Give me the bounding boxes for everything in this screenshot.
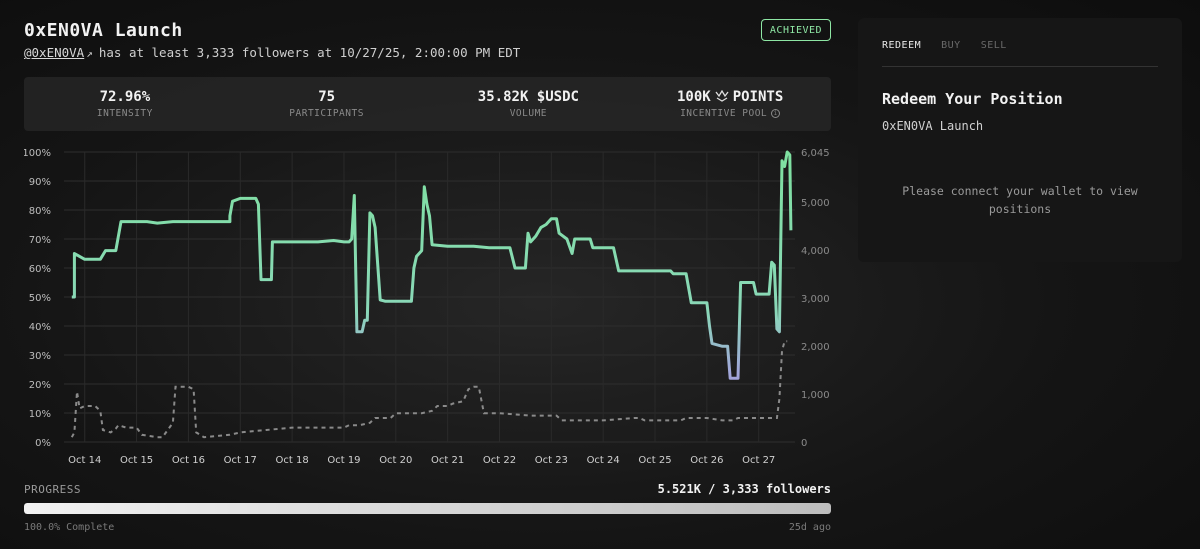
info-icon[interactable]: i [771,109,781,118]
stat-value-number: 100K [676,89,711,105]
stat-value: 35.82K $USDC [477,89,579,105]
y-tick-label-left: 50% [29,293,51,304]
status-badge: ACHIEVED [761,19,831,41]
points-icon [715,89,729,105]
x-tick-label: Oct 26 [690,455,723,466]
x-tick-label: Oct 25 [638,455,671,466]
x-tick-label: Oct 22 [483,455,516,466]
y-tick-label-left: 80% [29,206,51,217]
progress-count: 5.521K / 3,333 followers [657,482,831,496]
y-tick-label-left: 90% [29,177,51,188]
x-tick-label: Oct 15 [120,455,153,466]
stat-intensity: 72.96% INTENSITY [24,77,226,131]
condition-text: has at least 3,333 followers at 10/27/25… [98,45,521,60]
stats-bar: 72.96% INTENSITY 75 PARTICIPANTS 35.82K … [24,77,831,131]
x-tick-label: Oct 21 [431,455,464,466]
progress-label: PROGRESS [24,483,81,496]
y-tick-label-left: 70% [29,235,51,246]
series-line-dashed [70,340,788,439]
tab-buy[interactable]: BUY [941,40,961,51]
y-tick-label-right: 6,045 [801,148,830,159]
x-tick-label: Oct 27 [742,455,775,466]
x-tick-label: Oct 16 [172,455,205,466]
tab-redeem[interactable]: REDEEM [882,40,922,51]
x-tick-label: Oct 20 [379,455,412,466]
stat-participants: 75 PARTICIPANTS [226,77,428,131]
panel-subtitle: 0xEN0VA Launch [882,119,984,133]
y-tick-label-left: 60% [29,264,51,275]
panel-title: Redeem Your Position [882,90,1063,108]
progress-bar [24,503,831,514]
x-tick-label: Oct 19 [327,455,360,466]
progress-ago: 25d ago [788,522,831,533]
stat-value: 100K POINTS [677,89,783,105]
x-tick-label: Oct 23 [535,455,568,466]
stat-label: PARTICIPANTS [289,108,364,119]
x-tick-label: Oct 18 [276,455,309,466]
x-tick-label: Oct 24 [587,455,620,466]
y-tick-label-left: 30% [29,351,51,362]
tab-sell[interactable]: SELL [980,40,1007,51]
panel-tabs: REDEEM BUY SELL [882,40,1007,51]
stat-value: 72.96% [99,89,151,105]
y-tick-label-left: 20% [29,380,51,391]
y-tick-label-right: 2,000 [801,342,830,353]
progress-complete: 100.0% Complete [24,522,115,533]
x-tick-label: Oct 14 [68,455,101,466]
stat-label-text: INCENTIVE POOL [680,108,768,119]
chart[interactable]: 0% 10% 20% 30% 40% 50% 60% 70% 80% 90% 100% 0 1,000… [24,140,831,470]
chart-svg: 0% 10% 20% 30% 40% 50% 60% 70% 80% 90% 100% 0 1,000… [24,148,830,466]
y-tick-label-left: 40% [29,322,51,333]
stat-label: INCENTIVE POOL i [680,108,781,119]
y-tick-label-left: 10% [29,409,51,420]
x-tick-label: Oct 17 [224,455,257,466]
y-tick-label-right: 1,000 [801,390,830,401]
handle-link[interactable]: @0xEN0VA [24,45,85,60]
y-tick-label-right: 4,000 [801,246,830,257]
y-tick-label-right: 5,000 [801,198,830,209]
trade-panel: REDEEM BUY SELL Redeem Your Position 0xE… [858,18,1182,262]
stat-label: VOLUME [509,108,548,119]
stat-volume: 35.82K $USDC VOLUME [428,77,630,131]
y-tick-label-right: 3,000 [801,294,830,305]
stat-incentive-pool: 100K POINTS INCENTIVE POOL i [629,77,831,131]
market-condition: @0xEN0VA ↗ has at least 3,333 followers at… [24,45,520,60]
stat-value-suffix: POINTS [732,89,784,105]
y-tick-label-left: 100% [24,148,51,159]
progress-fill [24,503,831,514]
external-link-icon[interactable]: ↗ [86,47,93,60]
y-tick-label-right: 0 [801,438,807,449]
stat-value: 75 [318,89,336,105]
y-tick-label-left: 0% [35,438,51,449]
connect-wallet-message: Please connect your wallet to view posit… [902,184,1138,216]
stat-label: INTENSITY [96,108,153,119]
market-title: 0xEN0VA Launch [24,20,183,41]
tab-divider [882,66,1158,67]
series-line-main [71,150,793,380]
